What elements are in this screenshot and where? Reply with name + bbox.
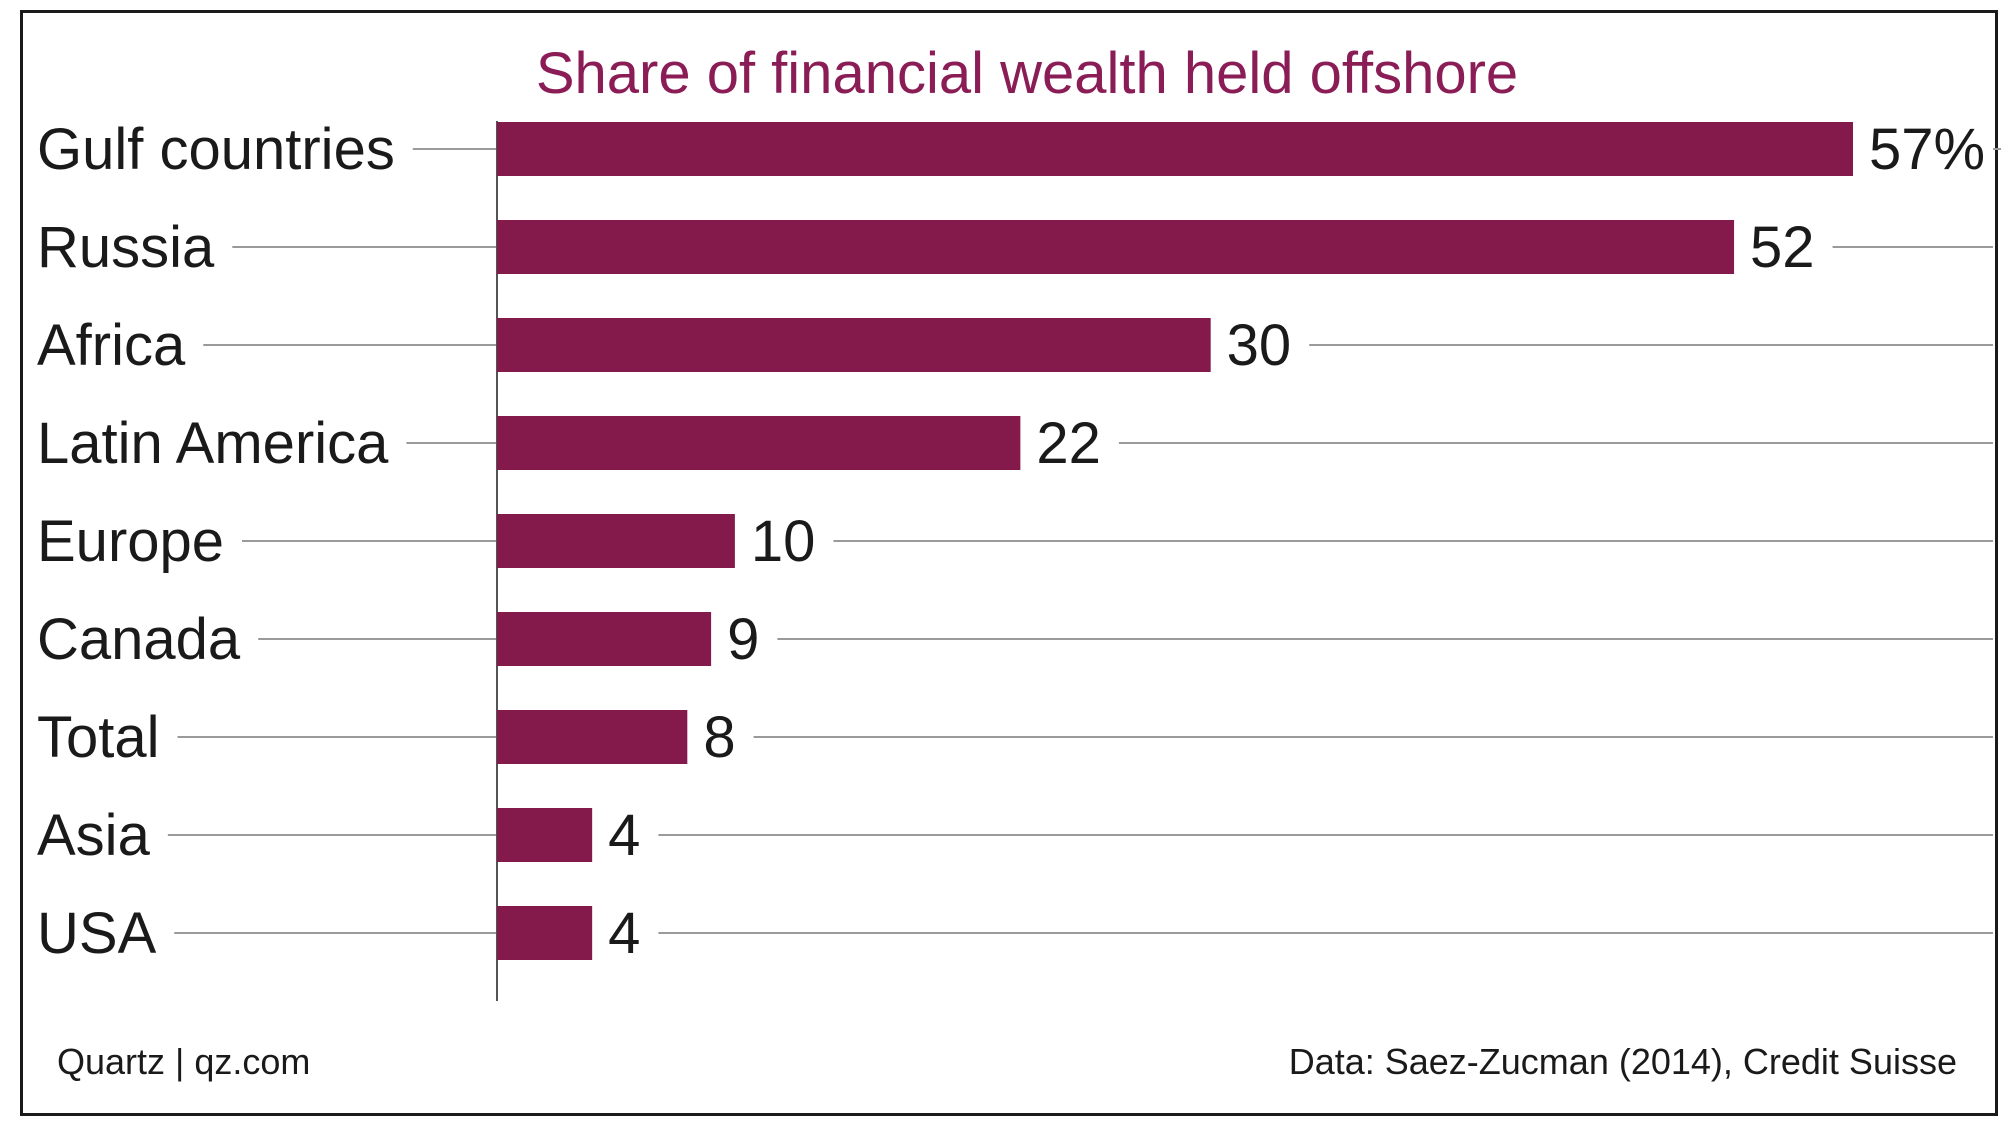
value-label: 10 (751, 509, 816, 574)
category-label: Africa (37, 313, 186, 378)
category-label: Canada (37, 607, 241, 672)
bar-chart: Share of financial wealth held offshore … (37, 41, 2001, 1001)
value-label: 4 (608, 803, 640, 868)
value-label: 22 (1036, 411, 1101, 476)
category-label: Russia (37, 215, 215, 280)
value-label: 4 (608, 901, 640, 966)
category-label: Gulf countries (37, 117, 395, 182)
bars: Gulf countries 57% Russia 52 Africa 30 Latin A… (37, 117, 1985, 966)
value-label: 8 (703, 705, 735, 770)
bar (497, 612, 712, 666)
value-label: 9 (727, 607, 759, 672)
bar (497, 710, 688, 764)
bar (497, 220, 1735, 274)
footer-source: Data: Saez-Zucman (2014), Credit Suisse (1288, 1041, 1957, 1082)
category-label: Latin America (37, 411, 389, 476)
value-label: 30 (1227, 313, 1292, 378)
bar (497, 514, 735, 568)
category-label: Total (37, 705, 160, 770)
value-label: 57% (1869, 117, 1985, 182)
category-label: Europe (37, 509, 224, 574)
chart-title: Share of financial wealth held offshore (536, 41, 1518, 106)
bar (497, 808, 593, 862)
category-label: Asia (37, 803, 151, 868)
bar (497, 906, 593, 960)
grid-lines (167, 148, 2001, 934)
chart-frame: Share of financial wealth held offshore … (20, 10, 2001, 1116)
bar (497, 416, 1021, 470)
bar (497, 122, 1853, 176)
category-label: USA (37, 901, 157, 966)
footer-credit: Quartz | qz.com (57, 1041, 311, 1082)
value-label: 52 (1750, 215, 1815, 280)
bar (497, 318, 1211, 372)
